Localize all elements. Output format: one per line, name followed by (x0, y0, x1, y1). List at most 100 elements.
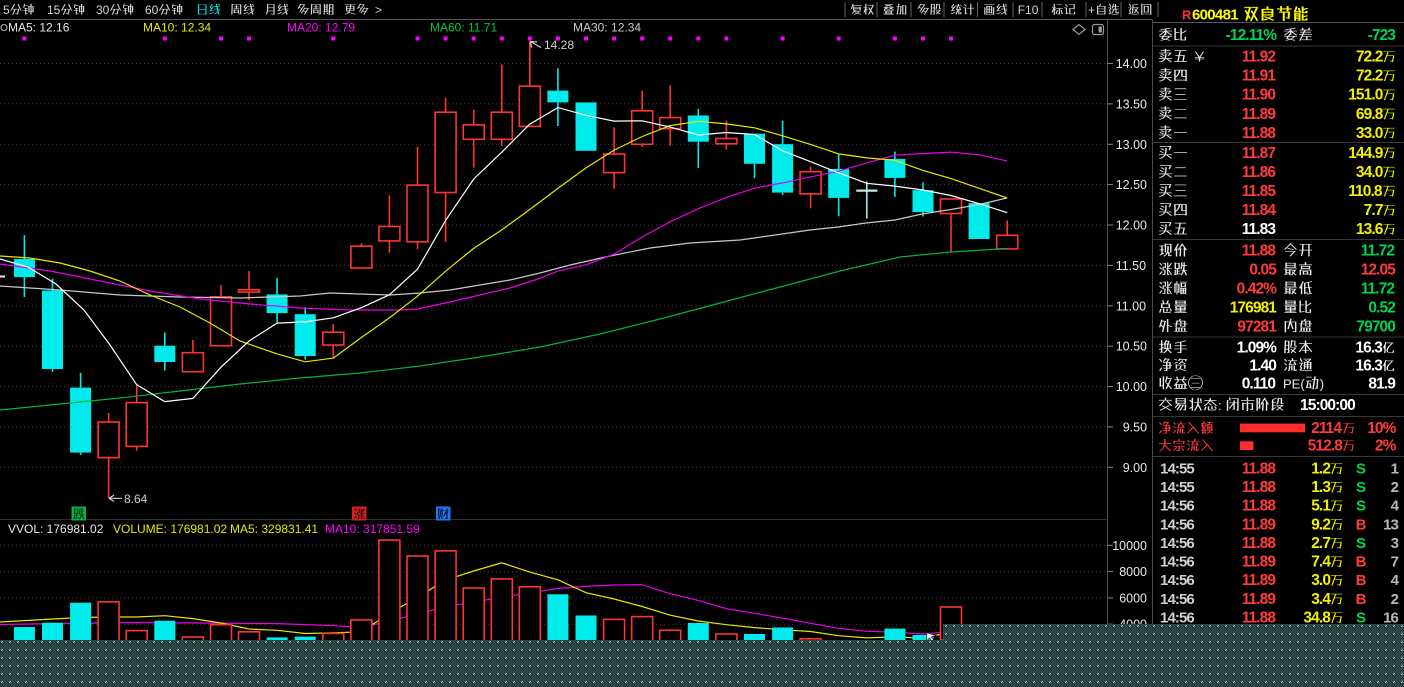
svg-text:1.09%: 1.09% (1237, 340, 1278, 357)
svg-text:0.05: 0.05 (1249, 262, 1277, 279)
svg-text:11.00: 11.00 (1116, 299, 1146, 313)
svg-text:VOLUME: 176981.02: VOLUME: 176981.02 (113, 522, 227, 536)
svg-text:F10: F10 (1018, 3, 1039, 17)
svg-text:S: S (1356, 461, 1366, 478)
svg-text:13.00: 13.00 (1116, 138, 1147, 152)
svg-text:14.00: 14.00 (1116, 57, 1147, 71)
svg-text:12.05: 12.05 (1361, 262, 1397, 279)
svg-text:5: 5 (3, 3, 10, 17)
svg-text:16: 16 (1383, 610, 1398, 627)
svg-text:60: 60 (145, 3, 159, 17)
svg-text:14:56: 14:56 (1160, 498, 1194, 515)
svg-text:3.4: 3.4 (1311, 591, 1331, 608)
svg-text:8.64: 8.64 (124, 492, 148, 506)
svg-text:B: B (1356, 572, 1367, 589)
svg-text:6000: 6000 (1119, 591, 1147, 605)
svg-text:12.50: 12.50 (1116, 178, 1147, 192)
svg-text:4: 4 (1391, 498, 1400, 515)
svg-text:11.92: 11.92 (1242, 49, 1276, 66)
svg-text:11.88: 11.88 (1242, 610, 1277, 627)
svg-text:11.84: 11.84 (1242, 202, 1277, 219)
svg-text:10000: 10000 (1112, 539, 1147, 553)
svg-text:14:55: 14:55 (1160, 479, 1194, 496)
svg-text:2%: 2% (1375, 438, 1397, 455)
svg-text:72.2: 72.2 (1356, 68, 1383, 85)
svg-text:11.88: 11.88 (1242, 243, 1277, 260)
svg-text:12.00: 12.00 (1116, 219, 1147, 233)
svg-text:10%: 10% (1367, 420, 1396, 437)
svg-text:34.8: 34.8 (1303, 610, 1331, 627)
svg-text:16.3: 16.3 (1355, 358, 1383, 375)
svg-text:600481: 600481 (1192, 7, 1238, 24)
svg-text:11.88: 11.88 (1242, 461, 1277, 478)
svg-text::: : (1218, 398, 1222, 413)
svg-text:S: S (1356, 479, 1366, 496)
svg-text:4: 4 (1391, 572, 1400, 589)
svg-text:S: S (1356, 498, 1366, 515)
svg-text:13: 13 (1383, 516, 1398, 533)
svg-text:14:56: 14:56 (1160, 591, 1194, 608)
svg-text:33.0: 33.0 (1356, 125, 1383, 142)
svg-text:9.50: 9.50 (1123, 420, 1147, 434)
svg-text:11.91: 11.91 (1242, 68, 1277, 85)
svg-text:): ) (1320, 377, 1324, 392)
svg-text:7: 7 (1391, 554, 1399, 571)
svg-text:MA10: 317851.59: MA10: 317851.59 (325, 522, 420, 536)
svg-text:144.9: 144.9 (1348, 145, 1384, 162)
svg-text:14.28: 14.28 (544, 38, 574, 52)
svg-text:14:56: 14:56 (1160, 554, 1194, 571)
svg-text:0.42%: 0.42% (1237, 281, 1278, 298)
svg-text:11.72: 11.72 (1361, 243, 1395, 260)
svg-text:79700: 79700 (1356, 318, 1395, 335)
svg-text:S: S (1356, 610, 1366, 627)
svg-text:97281: 97281 (1237, 318, 1277, 335)
svg-text:30: 30 (96, 3, 110, 17)
svg-text:3: 3 (1391, 535, 1399, 552)
svg-text:11.89: 11.89 (1242, 554, 1277, 571)
svg-text:72.2: 72.2 (1356, 49, 1383, 66)
svg-text:11.87: 11.87 (1242, 145, 1276, 162)
svg-text:B: B (1356, 554, 1367, 571)
svg-text:B: B (1356, 591, 1367, 608)
svg-text:-723: -723 (1368, 27, 1397, 44)
svg-text:11.88: 11.88 (1242, 535, 1277, 552)
svg-text:14:55: 14:55 (1160, 461, 1194, 478)
svg-text:1: 1 (1391, 461, 1399, 478)
svg-text:11.86: 11.86 (1242, 164, 1277, 181)
svg-text:11.50: 11.50 (1116, 259, 1146, 273)
svg-text:11.88: 11.88 (1242, 125, 1277, 142)
svg-text:7.7: 7.7 (1364, 202, 1383, 219)
svg-text:10.50: 10.50 (1116, 340, 1147, 354)
svg-text:11.90: 11.90 (1242, 87, 1276, 104)
svg-text:15:00:00: 15:00:00 (1300, 397, 1355, 414)
svg-text:9.2: 9.2 (1311, 516, 1330, 533)
svg-text:11.85: 11.85 (1242, 183, 1277, 200)
svg-text:1.40: 1.40 (1249, 358, 1276, 375)
svg-text:B: B (1356, 516, 1367, 533)
svg-text:11.83: 11.83 (1242, 221, 1277, 238)
svg-text:11.88: 11.88 (1242, 479, 1277, 496)
svg-text:2: 2 (1391, 479, 1399, 496)
svg-text:2.7: 2.7 (1311, 535, 1330, 552)
svg-text:VVOL: 176981.02: VVOL: 176981.02 (8, 522, 104, 536)
svg-text:9.00: 9.00 (1123, 461, 1147, 475)
svg-text:1.3: 1.3 (1311, 479, 1331, 496)
svg-text:11.88: 11.88 (1242, 498, 1277, 515)
svg-text:13.6: 13.6 (1356, 221, 1384, 238)
svg-text:10.00: 10.00 (1116, 380, 1147, 394)
svg-text:5.1: 5.1 (1311, 498, 1331, 515)
svg-text:14:56: 14:56 (1160, 516, 1194, 533)
svg-text:512.8: 512.8 (1308, 438, 1344, 455)
svg-text:110.8: 110.8 (1348, 183, 1383, 200)
svg-text:1.2: 1.2 (1311, 461, 1330, 478)
svg-text:11.72: 11.72 (1361, 281, 1395, 298)
svg-text:MA10: 12.34: MA10: 12.34 (143, 21, 211, 35)
svg-text:MA5: 329831.41: MA5: 329831.41 (230, 522, 318, 536)
svg-text:3.0: 3.0 (1311, 572, 1330, 589)
svg-text:15: 15 (47, 3, 61, 17)
svg-text:13.50: 13.50 (1116, 97, 1147, 111)
svg-text:MA20: 12.79: MA20: 12.79 (287, 21, 355, 35)
svg-text:0.110: 0.110 (1242, 376, 1276, 393)
svg-text:>: > (375, 3, 382, 17)
svg-text:2: 2 (1391, 591, 1399, 608)
